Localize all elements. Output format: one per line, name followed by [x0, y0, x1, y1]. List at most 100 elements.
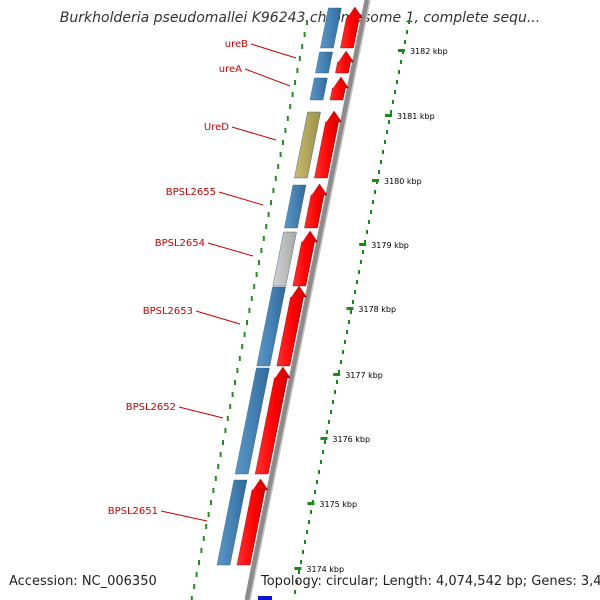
- backbone-layer: [244, 0, 371, 600]
- scale-dot: [332, 400, 334, 404]
- scale-label: 3174 kbp: [306, 565, 344, 574]
- gc-dot: [267, 212, 270, 217]
- gene-labels: ureB ureA UreD BPSL2655 BPSL2654 BPSL2653 BPSL…: [108, 39, 297, 522]
- scale-dot: [384, 140, 386, 144]
- scale-dot: [328, 420, 330, 424]
- gene-block-bpsl2651[interactable]: [216, 479, 248, 566]
- scale-dot: [304, 540, 306, 544]
- scale-dot: [338, 370, 340, 374]
- scale-dot: [400, 60, 402, 64]
- backbone-line: [244, 0, 370, 600]
- gene-block-bpsl2653[interactable]: [256, 286, 286, 367]
- scale-dot: [342, 350, 344, 354]
- scale-label: 3182 kbp: [410, 47, 448, 56]
- gene-label-ureb[interactable]: ureB: [225, 39, 248, 50]
- scale-dot: [382, 150, 384, 154]
- gene-block-bpsl2652[interactable]: [234, 367, 270, 475]
- forward-gene-arrow[interactable]: [329, 76, 349, 101]
- gene-label-bpsl2652[interactable]: BPSL2652: [126, 402, 176, 413]
- gc-dot: [207, 512, 210, 517]
- scale-dot: [370, 210, 372, 214]
- gene-block-bpsl2655[interactable]: [284, 184, 307, 229]
- scale-dot: [406, 30, 408, 34]
- gene-stub[interactable]: [258, 596, 272, 600]
- gene-label-bpsl2653[interactable]: BPSL2653: [143, 306, 193, 317]
- gc-dot: [260, 248, 263, 253]
- gc-dot: [248, 308, 251, 313]
- gene-block-bpsl2654[interactable]: [272, 231, 297, 287]
- genome-summary-text: Topology: circular; Length: 4,074,542 bp…: [261, 574, 600, 589]
- gc-dot: [198, 560, 200, 565]
- scale-tick: [385, 114, 392, 117]
- scale-dot: [352, 300, 354, 304]
- scale-tick: [372, 179, 379, 182]
- reverse-strand-genes: [216, 7, 342, 566]
- scale-dot: [362, 250, 364, 254]
- leader-line-ured: [231, 126, 277, 141]
- gene-block-ured[interactable]: [294, 111, 321, 179]
- gc-dot: [253, 284, 256, 289]
- scale-label: 3175 kbp: [319, 500, 357, 509]
- scale-dot: [356, 280, 358, 284]
- forward-gene-arrow[interactable]: [236, 478, 269, 566]
- gene-block-urea[interactable]: [309, 77, 328, 101]
- gene-label-bpsl2654[interactable]: BPSL2654: [155, 238, 205, 249]
- scale-dot: [380, 160, 382, 164]
- gc-dot: [279, 152, 282, 157]
- forward-gene-arrow[interactable]: [276, 285, 307, 367]
- scale-dot: [368, 220, 370, 224]
- leader-line-urea: [244, 68, 291, 87]
- scale-dot: [296, 580, 298, 584]
- scale-dot: [306, 530, 308, 534]
- scale-dot: [334, 390, 336, 394]
- gene-block-ureb[interactable]: [315, 51, 333, 74]
- gc-dot: [190, 596, 193, 600]
- gene-block[interactable]: [320, 7, 342, 49]
- scale-dot: [390, 110, 392, 114]
- gene-label-urea[interactable]: ureA: [219, 64, 242, 75]
- scale-dot: [336, 380, 338, 384]
- scale-dot: [350, 310, 352, 314]
- scale-dot: [320, 460, 322, 464]
- scale-tick: [294, 567, 302, 570]
- gc-dot: [234, 380, 236, 385]
- gc-dot: [274, 176, 277, 181]
- gc-dot: [193, 584, 196, 589]
- scale-dot: [374, 190, 376, 194]
- scale-dot: [316, 480, 318, 484]
- gc-dot: [282, 140, 284, 145]
- forward-gene-arrow[interactable]: [304, 183, 328, 229]
- scale-label: 3181 kbp: [397, 112, 435, 121]
- gene-label-bpsl2651[interactable]: BPSL2651: [108, 506, 158, 517]
- gc-dot: [306, 20, 308, 25]
- scale-label: 3180 kbp: [384, 177, 422, 186]
- scale-tick: [346, 307, 354, 310]
- backbone-highlight: [249, 0, 371, 600]
- gc-dot: [296, 68, 299, 73]
- gene-label-ured[interactable]: UreD: [204, 122, 229, 133]
- scale-dot: [300, 560, 302, 564]
- gc-dot: [265, 224, 268, 229]
- forward-gene-arrow[interactable]: [335, 50, 354, 74]
- forward-gene-arrow[interactable]: [314, 110, 342, 179]
- scale-dot: [310, 510, 312, 514]
- scale-dot: [372, 200, 374, 204]
- scale-dot: [348, 320, 350, 324]
- leader-line-bpsl2654: [207, 242, 254, 257]
- gc-dot: [210, 500, 212, 505]
- gc-dot: [246, 320, 248, 325]
- gc-dot: [262, 236, 265, 241]
- gc-dot: [286, 116, 289, 121]
- gc-dot: [200, 548, 203, 553]
- gc-dot: [238, 356, 241, 361]
- scale-dot: [302, 550, 304, 554]
- gc-dot: [298, 56, 301, 61]
- scale-label: 3178 kbp: [358, 305, 396, 314]
- scale-tick: [307, 502, 315, 505]
- forward-gene-arrow[interactable]: [254, 366, 291, 475]
- scale-dot: [392, 100, 394, 104]
- gene-label-bpsl2655[interactable]: BPSL2655: [166, 187, 216, 198]
- forward-gene-arrow[interactable]: [340, 6, 363, 49]
- scale-dot: [364, 240, 366, 244]
